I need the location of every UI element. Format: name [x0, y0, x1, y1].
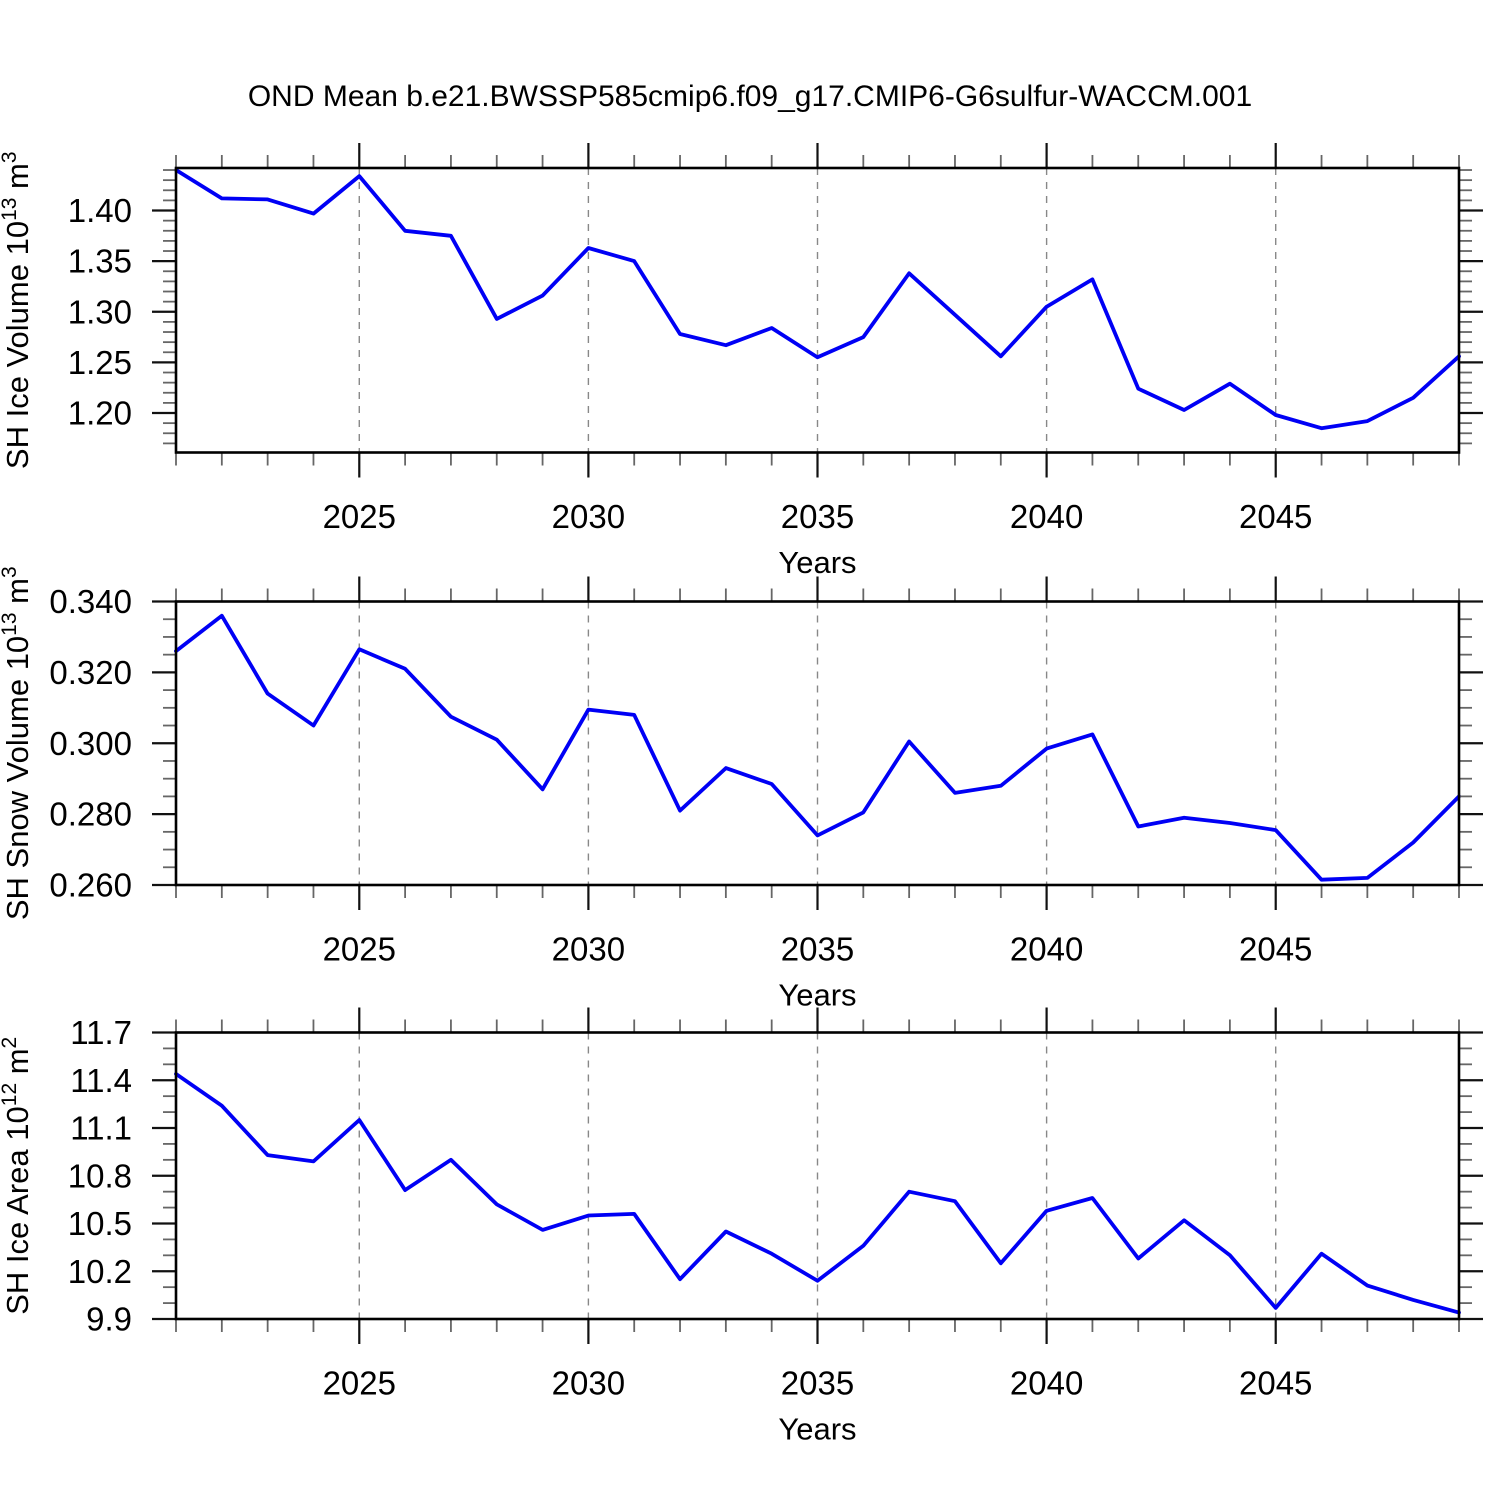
x-axis-title: Years: [778, 978, 856, 1013]
y-tick-label: 10.8: [68, 1157, 132, 1194]
y-axis-title: SH Snow Volume 1013 m3: [0, 566, 35, 920]
y-tick-label: 1.30: [68, 293, 132, 330]
x-axis-title: Years: [778, 1412, 856, 1447]
x-tick-label: 2035: [781, 498, 854, 535]
y-tick-label: 11.4: [70, 1062, 132, 1099]
panel-sh-snow-volume: 0.340 0.320 0.300 0.280 0.260 2025 2030 2035 204…: [0, 566, 1483, 1013]
x-tick-label: 2030: [552, 931, 625, 968]
panel-sh-ice-area: 11.7 11.4 11.1 10.8 10.5 10.2 9.9 2025 2030 2035 2…: [0, 1007, 1483, 1447]
y-axis-title: SH Ice Volume 1013 m3: [0, 151, 35, 469]
y-tick-label: 1.40: [68, 192, 132, 229]
x-tick-label: 2040: [1010, 931, 1083, 968]
x-tick-label: 2045: [1239, 931, 1312, 968]
x-tick-label: 2030: [552, 1365, 625, 1402]
y-tick-label: 0.300: [49, 725, 132, 762]
x-tick-label: 2040: [1010, 1365, 1083, 1402]
x-tick-label: 2045: [1239, 1365, 1312, 1402]
sh-ice-volume-line: [174, 168, 1461, 431]
y-tick-label: 0.280: [49, 796, 132, 833]
y-tick-label: 1.20: [68, 395, 132, 432]
sh-ice-area-line: [174, 1072, 1461, 1315]
panel-border: [174, 166, 1461, 454]
y-tick-label: 1.35: [68, 243, 132, 280]
x-tick-label: 2035: [781, 1365, 854, 1402]
y-tick-label: 0.260: [49, 867, 132, 904]
chart-title: OND Mean b.e21.BWSSP585cmip6.f09_g17.CMI…: [247, 80, 1253, 113]
x-tick-label: 2025: [323, 931, 396, 968]
panel-sh-ice-volume: 1.40 1.35 1.30 1.25 1.20 2025 2030 2035 2040 2045…: [0, 143, 1483, 580]
y-tick-label: 11.7: [70, 1014, 132, 1051]
x-tick-label: 2035: [781, 931, 854, 968]
y-tick-label: 9.9: [86, 1301, 132, 1338]
x-tick-label: 2025: [323, 498, 396, 535]
y-tick-label: 1.25: [68, 344, 132, 381]
y-tick-label: 0.340: [49, 583, 132, 620]
panel-border: [174, 1031, 1461, 1321]
y-tick-label: 10.2: [68, 1253, 132, 1290]
y-tick-label: 11.1: [70, 1110, 132, 1147]
y-axis-title: SH Ice Area 1012 m2: [0, 1037, 35, 1315]
sh-snow-volume-line: [174, 613, 1461, 882]
x-tick-label: 2045: [1239, 498, 1312, 535]
panel-border: [174, 600, 1461, 887]
x-tick-label: 2025: [323, 1365, 396, 1402]
x-tick-label: 2030: [552, 498, 625, 535]
y-tick-label: 10.5: [68, 1205, 132, 1242]
x-axis-title: Years: [778, 545, 856, 580]
x-tick-label: 2040: [1010, 498, 1083, 535]
y-tick-label: 0.320: [49, 654, 132, 691]
